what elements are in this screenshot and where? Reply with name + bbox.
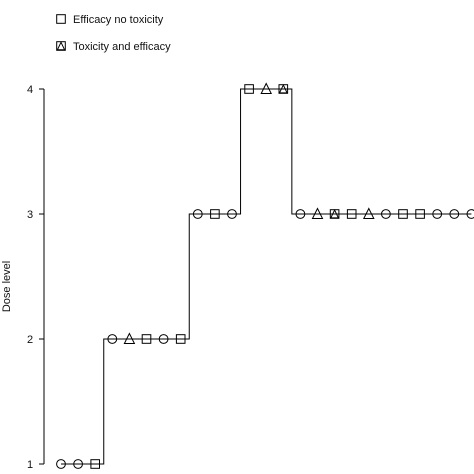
triangle-marker [123,332,136,344]
circle-marker [158,334,169,344]
patient-marker-efficacy [175,334,186,344]
triangle-marker [330,208,340,219]
patient-marker-efficacy [90,459,101,469]
circle-marker [227,209,237,219]
square-marker [90,459,101,469]
patient-marker-none [56,459,66,469]
patient-marker-efficacy [141,334,152,344]
legend-marker-toxicity-efficacy [56,41,66,51]
square-marker [415,209,425,219]
square-marker [56,14,66,24]
triangle-marker [362,207,375,219]
triangle-marker [260,82,273,94]
patient-marker-toxicity-efficacy [329,208,340,219]
square-marker [141,334,152,344]
patient-marker-toxicity [123,332,136,344]
patient-marker-none [73,459,83,469]
legend-label-toxicity-efficacy: Toxicity and efficacy [73,41,171,53]
circle-marker [432,209,443,219]
patient-marker-efficacy [415,209,425,219]
y-tick-label: 3 [27,209,33,221]
square-marker [210,209,220,219]
y-tick-label: 2 [27,334,33,346]
square-marker [244,84,254,94]
y-tick-label: 4 [27,84,33,96]
patient-marker-none [107,334,118,344]
patient-marker-toxicity-efficacy [278,83,289,94]
circle-marker [449,209,460,219]
patient-marker-toxicity [311,207,324,219]
patient-marker-efficacy [244,84,254,94]
triangle-marker [311,207,324,219]
square-marker [398,209,408,219]
circle-marker [73,459,83,469]
patient-marker-none [227,209,237,219]
patient-marker-toxicity [362,207,375,219]
patient-marker-none [381,209,391,219]
patient-marker-none [295,209,306,219]
y-tick-label: 1 [27,459,33,471]
triangle-marker [278,83,288,94]
circle-marker [107,334,118,344]
patient-marker-toxicity [260,82,273,94]
patient-marker-none [192,209,203,219]
triangle-marker [56,41,66,51]
legend-label-efficacy: Efficacy no toxicity [73,14,164,26]
circle-marker [381,209,391,219]
patient-marker-efficacy [398,209,408,219]
circle-marker [56,459,66,469]
y-axis-label: Dose level [1,261,13,312]
circle-marker [192,209,203,219]
square-marker [175,334,186,344]
y-axis: 1 2 3 4 [27,84,45,471]
patient-marker-none [158,334,169,344]
patient-marker-efficacy [210,209,220,219]
circle-marker [295,209,306,219]
square-marker [346,209,357,219]
patient-marker-none [449,209,460,219]
patient-markers [56,82,474,469]
dose-step-line [61,88,472,465]
legend: Efficacy no toxicity Toxicity and effica… [56,14,171,53]
patient-marker-none [466,209,474,219]
patient-marker-efficacy [346,209,357,219]
circle-marker [466,209,474,219]
patient-marker-none [432,209,443,219]
legend-marker-efficacy [56,14,66,24]
